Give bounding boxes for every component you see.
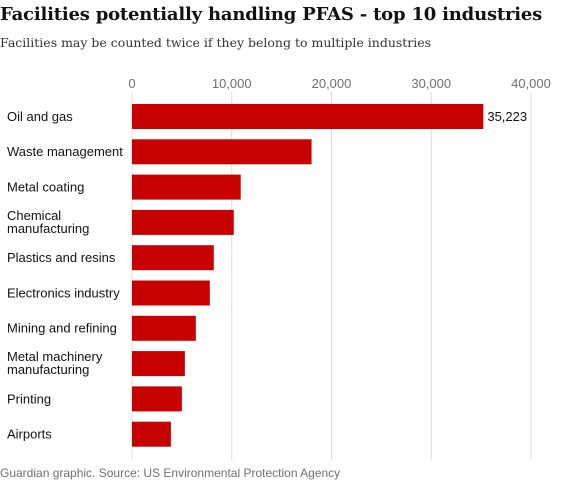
x-tick-label: 30,000 xyxy=(411,76,451,91)
bar xyxy=(132,421,171,447)
chart-title: Facilities potentially handling PFAS - t… xyxy=(0,4,543,25)
bar xyxy=(132,351,185,377)
x-tick-label: 40,000 xyxy=(511,76,551,91)
bar xyxy=(132,104,484,129)
category-label: Printing xyxy=(7,391,51,406)
bar xyxy=(132,139,312,165)
bar xyxy=(132,245,214,271)
category-label: Waste management xyxy=(7,144,123,159)
category-label: manufacturing xyxy=(7,221,89,236)
category-label: Metal machinery xyxy=(7,349,103,364)
data-label: 35,223 xyxy=(487,109,527,124)
bar xyxy=(132,174,241,200)
category-label: Oil and gas xyxy=(7,109,73,124)
chart-subtitle: Facilities may be counted twice if they … xyxy=(0,35,432,50)
bar xyxy=(132,386,182,412)
category-label: Plastics and resins xyxy=(7,250,116,265)
bar xyxy=(132,280,210,306)
category-label: Chemical xyxy=(7,208,61,223)
x-tick-label: 20,000 xyxy=(312,76,352,91)
bar xyxy=(132,209,234,235)
bar-chart: 0 10,000 20,000 30,000 40,000 Oil and gas 35,2… xyxy=(7,76,551,460)
category-label: Mining and refining xyxy=(7,321,117,336)
bar xyxy=(132,315,196,341)
category-label: manufacturing xyxy=(7,362,89,377)
category-label: Airports xyxy=(7,427,52,442)
x-tick-label: 10,000 xyxy=(212,76,252,91)
source-note: Guardian graphic. Source: US Environment… xyxy=(0,466,341,480)
category-label: Metal coating xyxy=(7,180,84,195)
category-label: Electronics industry xyxy=(7,285,120,300)
x-tick-label: 0 xyxy=(128,76,135,91)
